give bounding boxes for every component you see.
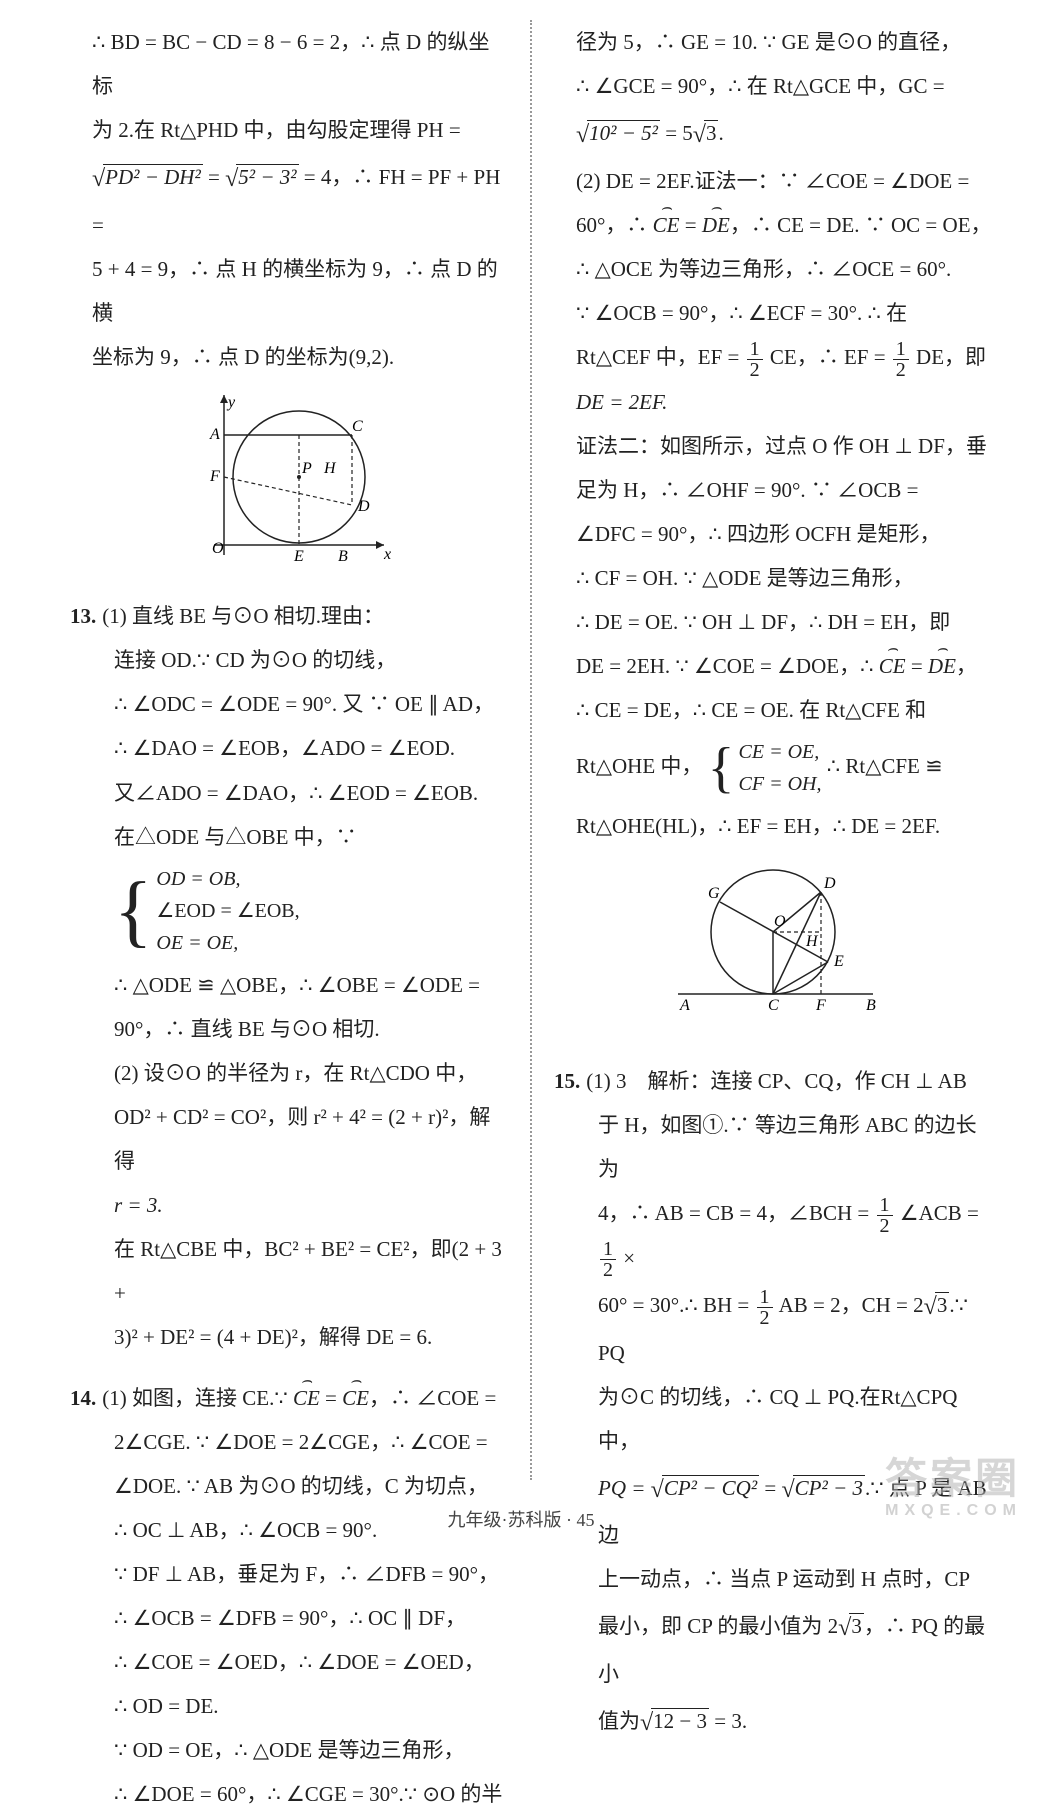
figure-coordinate-circle: O y x A F C D P H E B [70,385,508,580]
watermark: 答案圈 MXQE.COM [885,1445,1022,1520]
svg-text:C: C [768,997,779,1014]
svg-text:D: D [357,498,370,515]
column-divider [530,20,532,1480]
svg-text:O: O [774,913,786,930]
q14-continuation: 径为 5，∴ GE = 10. ∵ GE 是⊙O 的直径， ∴ ∠GCE = 9… [554,20,992,848]
figure-circle-tangent: G D O H E A C F B [554,854,992,1044]
svg-text:H: H [323,460,337,477]
svg-text:F: F [209,468,220,485]
svg-text:G: G [708,885,720,902]
svg-text:A: A [209,426,220,443]
svg-text:E: E [833,953,844,970]
q13: 13.(1) 直线 BE 与⊙O 相切.理由： 连接 OD.∵ CD 为⊙O 的… [70,594,508,1359]
q14: 14.(1) 如图，连接 CE.∵ CE = CE，∴ ∠COE = 2∠CGE… [70,1376,508,1816]
svg-text:B: B [338,548,348,565]
svg-text:x: x [383,546,391,563]
svg-text:A: A [679,997,690,1014]
q15: 15.(1) 3 解析：连接 CP、CQ，作 CH ⊥ AB 于 H，如图①.∵… [554,1059,992,1747]
svg-text:P: P [301,460,312,477]
continuation-text: ∴ BD = BC − CD = 8 − 6 = 2，∴ 点 D 的纵坐标 为 … [70,20,508,379]
svg-text:E: E [293,548,304,565]
svg-text:F: F [815,997,826,1014]
svg-text:B: B [866,997,876,1014]
q15-number: 15. [554,1069,580,1093]
svg-text:H: H [805,933,819,950]
svg-text:C: C [352,418,363,435]
q13-number: 13. [70,604,96,628]
left-column: ∴ BD = BC − CD = 8 − 6 = 2，∴ 点 D 的纵坐标 为 … [60,20,518,1490]
svg-text:O: O [212,540,224,557]
svg-text:y: y [226,394,236,411]
right-column: 径为 5，∴ GE = 10. ∵ GE 是⊙O 的直径， ∴ ∠GCE = 9… [544,20,1002,1490]
q14-number: 14. [70,1386,96,1410]
svg-text:D: D [823,875,836,892]
